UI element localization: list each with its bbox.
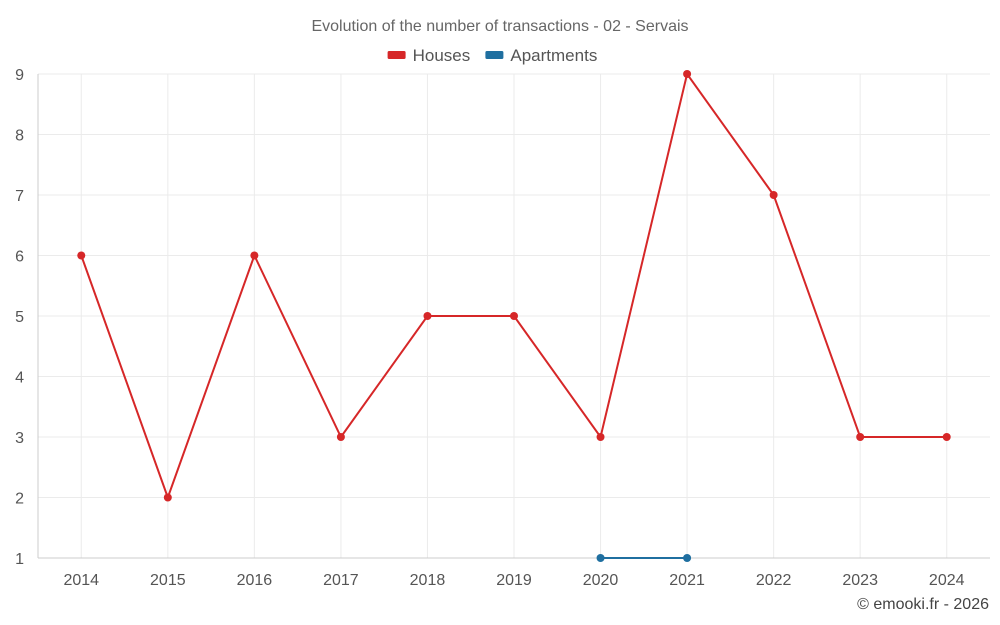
houses-point-2017[interactable] [336,433,345,441]
y-tick-label: 6 [15,249,24,266]
y-tick-label: 8 [15,128,24,145]
houses-point-2019[interactable] [510,312,518,320]
x-tick-label: 2024 [929,572,965,589]
houses-point-2023[interactable] [856,433,865,441]
legend-label-houses: Houses [413,46,471,65]
y-tick-label: 4 [15,370,24,387]
legend-swatch-houses [387,51,406,59]
apartments-point-2020[interactable] [596,554,605,562]
houses-point-2020[interactable] [596,433,605,441]
legend-item-apartments[interactable]: Apartments [485,46,597,65]
credit-label: © emooki.fr - 2026 [857,596,989,613]
y-tick-label: 2 [15,491,24,508]
x-tick-label: 2021 [669,572,705,589]
x-tick-label: 2023 [842,572,878,589]
legend: Houses Apartments [387,46,597,65]
legend-label-apartments: Apartments [510,46,597,65]
houses-point-2021[interactable] [683,70,692,78]
houses-point-2024[interactable] [942,433,951,441]
x-tick-label: 2014 [63,572,99,589]
houses-point-2016[interactable] [250,251,259,260]
x-tick-label: 2016 [237,572,273,589]
y-tick-label: 1 [15,551,24,568]
x-tick-label: 2019 [496,572,532,589]
legend-swatch-apartments [485,51,504,59]
houses-point-2015[interactable] [163,493,172,502]
apartments-point-2021[interactable] [683,554,692,562]
x-tick-label: 2015 [150,572,186,589]
chart-title: Evolution of the number of transactions … [311,18,688,35]
y-tick-label: 9 [15,67,24,84]
legend-item-houses[interactable]: Houses [387,46,471,65]
series-houses [77,70,951,502]
y-tick-label: 7 [15,188,24,205]
axes: 1 2 3 4 5 6 7 8 9 2014 2015 2016 2017 2018 2019 2020 202… [15,67,990,589]
x-tick-label: 2017 [323,572,359,589]
houses-point-2022[interactable] [769,191,778,199]
y-tick-label: 5 [15,309,24,326]
series-group [77,70,951,562]
series-apartments [596,554,692,562]
x-tick-label: 2018 [410,572,446,589]
houses-point-2014[interactable] [77,251,86,260]
y-tick-label: 3 [15,430,24,447]
houses-point-2018[interactable] [423,312,432,320]
x-tick-label: 2022 [756,572,792,589]
x-tick-label: 2020 [583,572,619,589]
